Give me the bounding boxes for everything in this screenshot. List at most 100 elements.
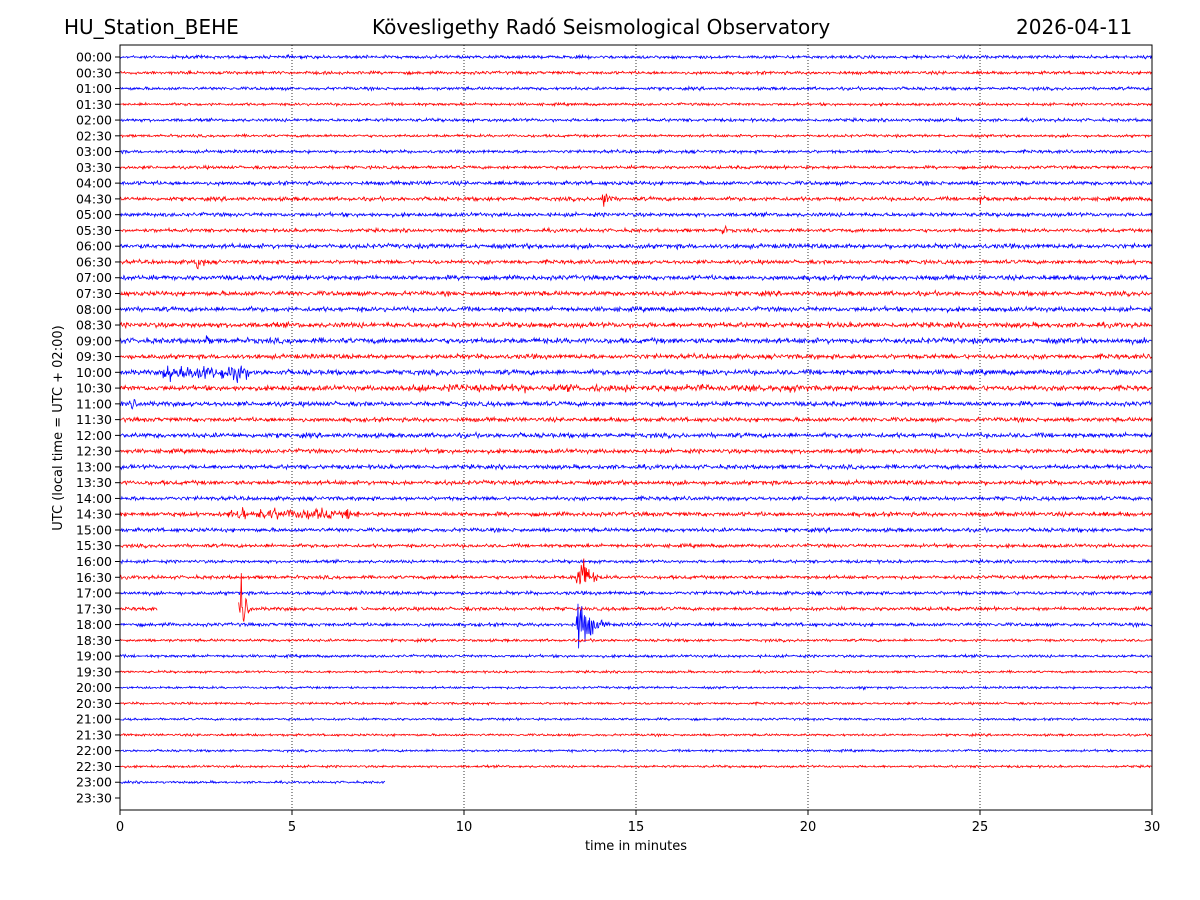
y-tick-label: 11:30 — [76, 412, 112, 427]
y-tick-label: 15:00 — [76, 522, 112, 537]
trace-1130 — [119, 415, 1153, 424]
y-tick-label: 12:30 — [76, 444, 112, 459]
trace-1300 — [119, 463, 1153, 471]
y-tick-label: 08:30 — [76, 318, 112, 333]
y-tick-label: 05:30 — [76, 223, 112, 238]
y-tick-label: 16:00 — [76, 554, 112, 569]
trace-1430 — [119, 507, 1153, 520]
y-tick-label: 18:00 — [76, 617, 112, 632]
trace-1100 — [119, 398, 1153, 410]
trace-1000 — [119, 365, 1153, 383]
y-tick-label: 15:30 — [76, 538, 112, 553]
trace-0530 — [119, 224, 1153, 235]
y-tick-label: 01:30 — [76, 97, 112, 112]
y-tick-label: 17:00 — [76, 586, 112, 601]
trace-0500 — [119, 210, 1153, 219]
trace-1900 — [119, 653, 1153, 660]
y-tick-label: 20:00 — [76, 680, 112, 695]
trace-0200 — [119, 116, 1153, 124]
trace-0600 — [119, 241, 1153, 251]
y-tick-label: 22:00 — [76, 743, 112, 758]
y-tick-label: 12:00 — [76, 428, 112, 443]
y-tick-label: 00:30 — [76, 65, 112, 80]
observatory-title: Kövesligethy Radó Seismological Observat… — [372, 15, 831, 39]
y-tick-label: 06:00 — [76, 239, 112, 254]
y-tick-label: 01:00 — [76, 81, 112, 96]
y-tick-label: 21:30 — [76, 727, 112, 742]
y-tick-label: 16:30 — [76, 570, 112, 585]
trace-1630 — [119, 558, 1153, 585]
y-tick-label: 19:30 — [76, 664, 112, 679]
y-tick-label: 22:30 — [76, 759, 112, 774]
x-tick-label: 10 — [456, 820, 473, 835]
y-tick-label: 07:00 — [76, 270, 112, 285]
y-tick-label: 11:00 — [76, 396, 112, 411]
y-tick-label: 13:30 — [76, 475, 112, 490]
x-tick-label: 0 — [116, 820, 124, 835]
y-axis-label: UTC (local time = UTC + 02:00) — [51, 325, 66, 530]
x-tick-label: 15 — [628, 820, 645, 835]
y-tick-label: 04:30 — [76, 191, 112, 206]
y-tick-label: 19:00 — [76, 649, 112, 664]
x-tick-label: 25 — [972, 820, 989, 835]
y-tick-label: 14:00 — [76, 491, 112, 506]
y-tick-label: 09:30 — [76, 349, 112, 364]
y-tick-label: 20:30 — [76, 696, 112, 711]
trace-1230 — [119, 446, 1153, 456]
trace-1500 — [119, 526, 1153, 534]
x-tick-label: 30 — [1144, 820, 1161, 835]
trace-1530 — [119, 542, 1153, 550]
trace-0900 — [119, 335, 1153, 346]
y-tick-label: 23:30 — [76, 791, 112, 806]
trace-2300 — [119, 779, 386, 785]
y-tick-label: 03:00 — [76, 144, 112, 159]
y-tick-label: 06:30 — [76, 254, 112, 269]
trace-1400 — [119, 494, 1153, 503]
y-tick-label: 02:00 — [76, 113, 112, 128]
trace-0330 — [119, 164, 1153, 171]
y-tick-label: 13:00 — [76, 459, 112, 474]
trace-2130 — [120, 732, 1153, 738]
trace-0700 — [119, 273, 1153, 283]
y-tick-label: 08:00 — [76, 302, 112, 317]
trace-0000 — [119, 53, 1153, 61]
y-tick-label: 00:00 — [76, 50, 112, 65]
trace-0100 — [119, 85, 1153, 92]
trace-1200 — [119, 430, 1153, 440]
trace-2230 — [119, 763, 1153, 770]
trace-0300 — [119, 148, 1153, 156]
y-tick-label: 09:00 — [76, 333, 112, 348]
trace-1330 — [119, 478, 1153, 487]
trace-1700 — [119, 589, 1153, 597]
trace-1830 — [119, 637, 1153, 644]
trace-0130 — [119, 101, 1153, 108]
y-tick-label: 02:30 — [76, 128, 112, 143]
y-tick-label: 07:30 — [76, 286, 112, 301]
trace-0800 — [119, 304, 1153, 314]
trace-1930 — [120, 669, 1153, 675]
x-tick-label: 20 — [800, 820, 817, 835]
y-tick-label: 18:30 — [76, 633, 112, 648]
trace-0730 — [119, 289, 1153, 298]
trace-0030 — [119, 69, 1153, 77]
y-tick-label: 03:30 — [76, 160, 112, 175]
trace-0430 — [119, 193, 1153, 207]
y-tick-label: 04:00 — [76, 176, 112, 191]
station-title: HU_Station_BEHE — [64, 15, 239, 39]
trace-0830 — [119, 320, 1153, 330]
x-tick-label: 5 — [288, 820, 296, 835]
trace-0930 — [119, 352, 1153, 361]
y-tick-label: 21:00 — [76, 712, 112, 727]
trace-1030 — [119, 383, 1153, 394]
trace-0230 — [119, 132, 1152, 139]
trace-0630 — [119, 258, 1153, 270]
y-tick-label: 05:00 — [76, 207, 112, 222]
trace-1730 — [119, 573, 1153, 622]
y-tick-label: 10:00 — [76, 365, 112, 380]
trace-0400 — [119, 179, 1153, 187]
y-tick-label: 14:30 — [76, 507, 112, 522]
x-axis-label: time in minutes — [585, 839, 687, 854]
y-tick-label: 23:00 — [76, 775, 112, 790]
trace-2000 — [119, 684, 1153, 691]
